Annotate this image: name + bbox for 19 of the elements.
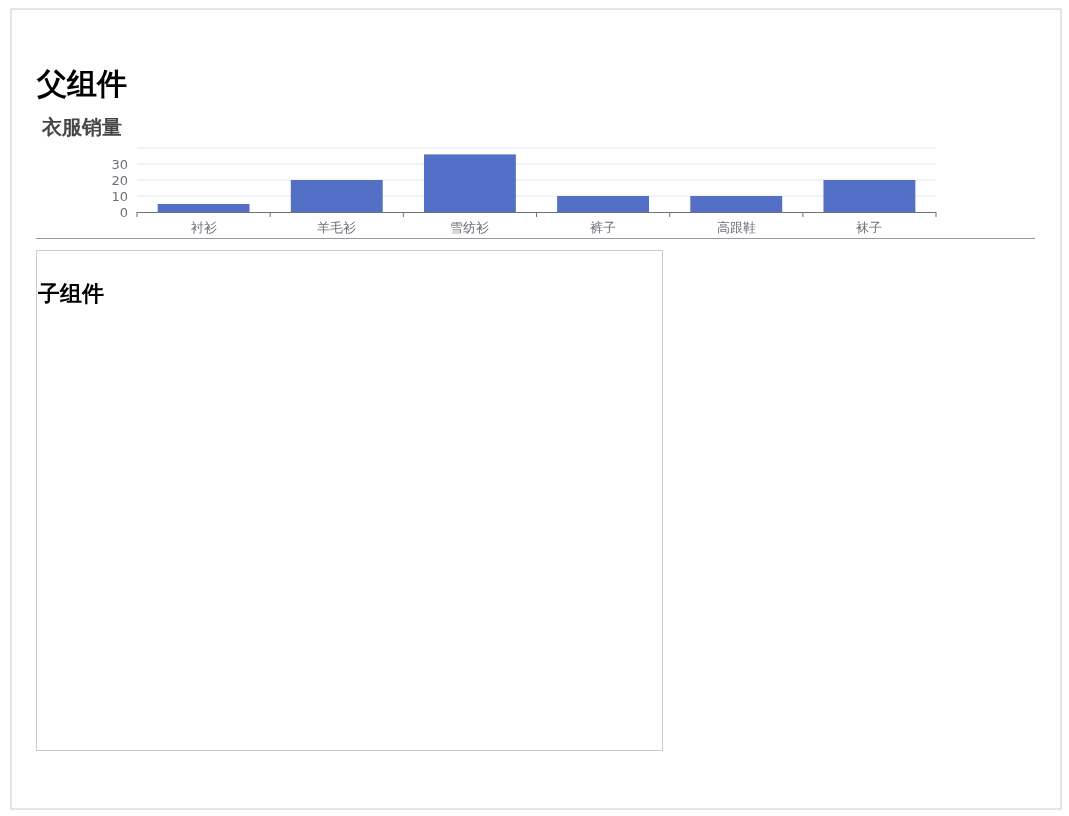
bar <box>157 204 250 212</box>
x-tick-label: 羊毛衫 <box>317 220 357 235</box>
y-tick-label: 0 <box>119 204 128 220</box>
bar <box>690 196 783 212</box>
text: 子组件 <box>37 281 104 306</box>
y-tick-label: 30 <box>111 156 128 172</box>
text: 父组件 <box>36 66 127 101</box>
y-tick-label: 10 <box>111 188 128 204</box>
bar <box>423 154 516 212</box>
x-tick-label: 裤子 <box>590 220 617 235</box>
y-tick-label: 20 <box>111 172 128 188</box>
x-tick-label: 雪纺衫 <box>450 220 490 235</box>
x-tick-label: 袜子 <box>856 220 883 235</box>
bar <box>823 180 916 212</box>
bar <box>290 180 383 212</box>
x-tick-label: 衬衫 <box>190 220 217 235</box>
chart-title: 衣服销量 <box>41 115 122 139</box>
bar <box>557 196 650 212</box>
x-tick-label: 高跟鞋 <box>716 220 756 235</box>
